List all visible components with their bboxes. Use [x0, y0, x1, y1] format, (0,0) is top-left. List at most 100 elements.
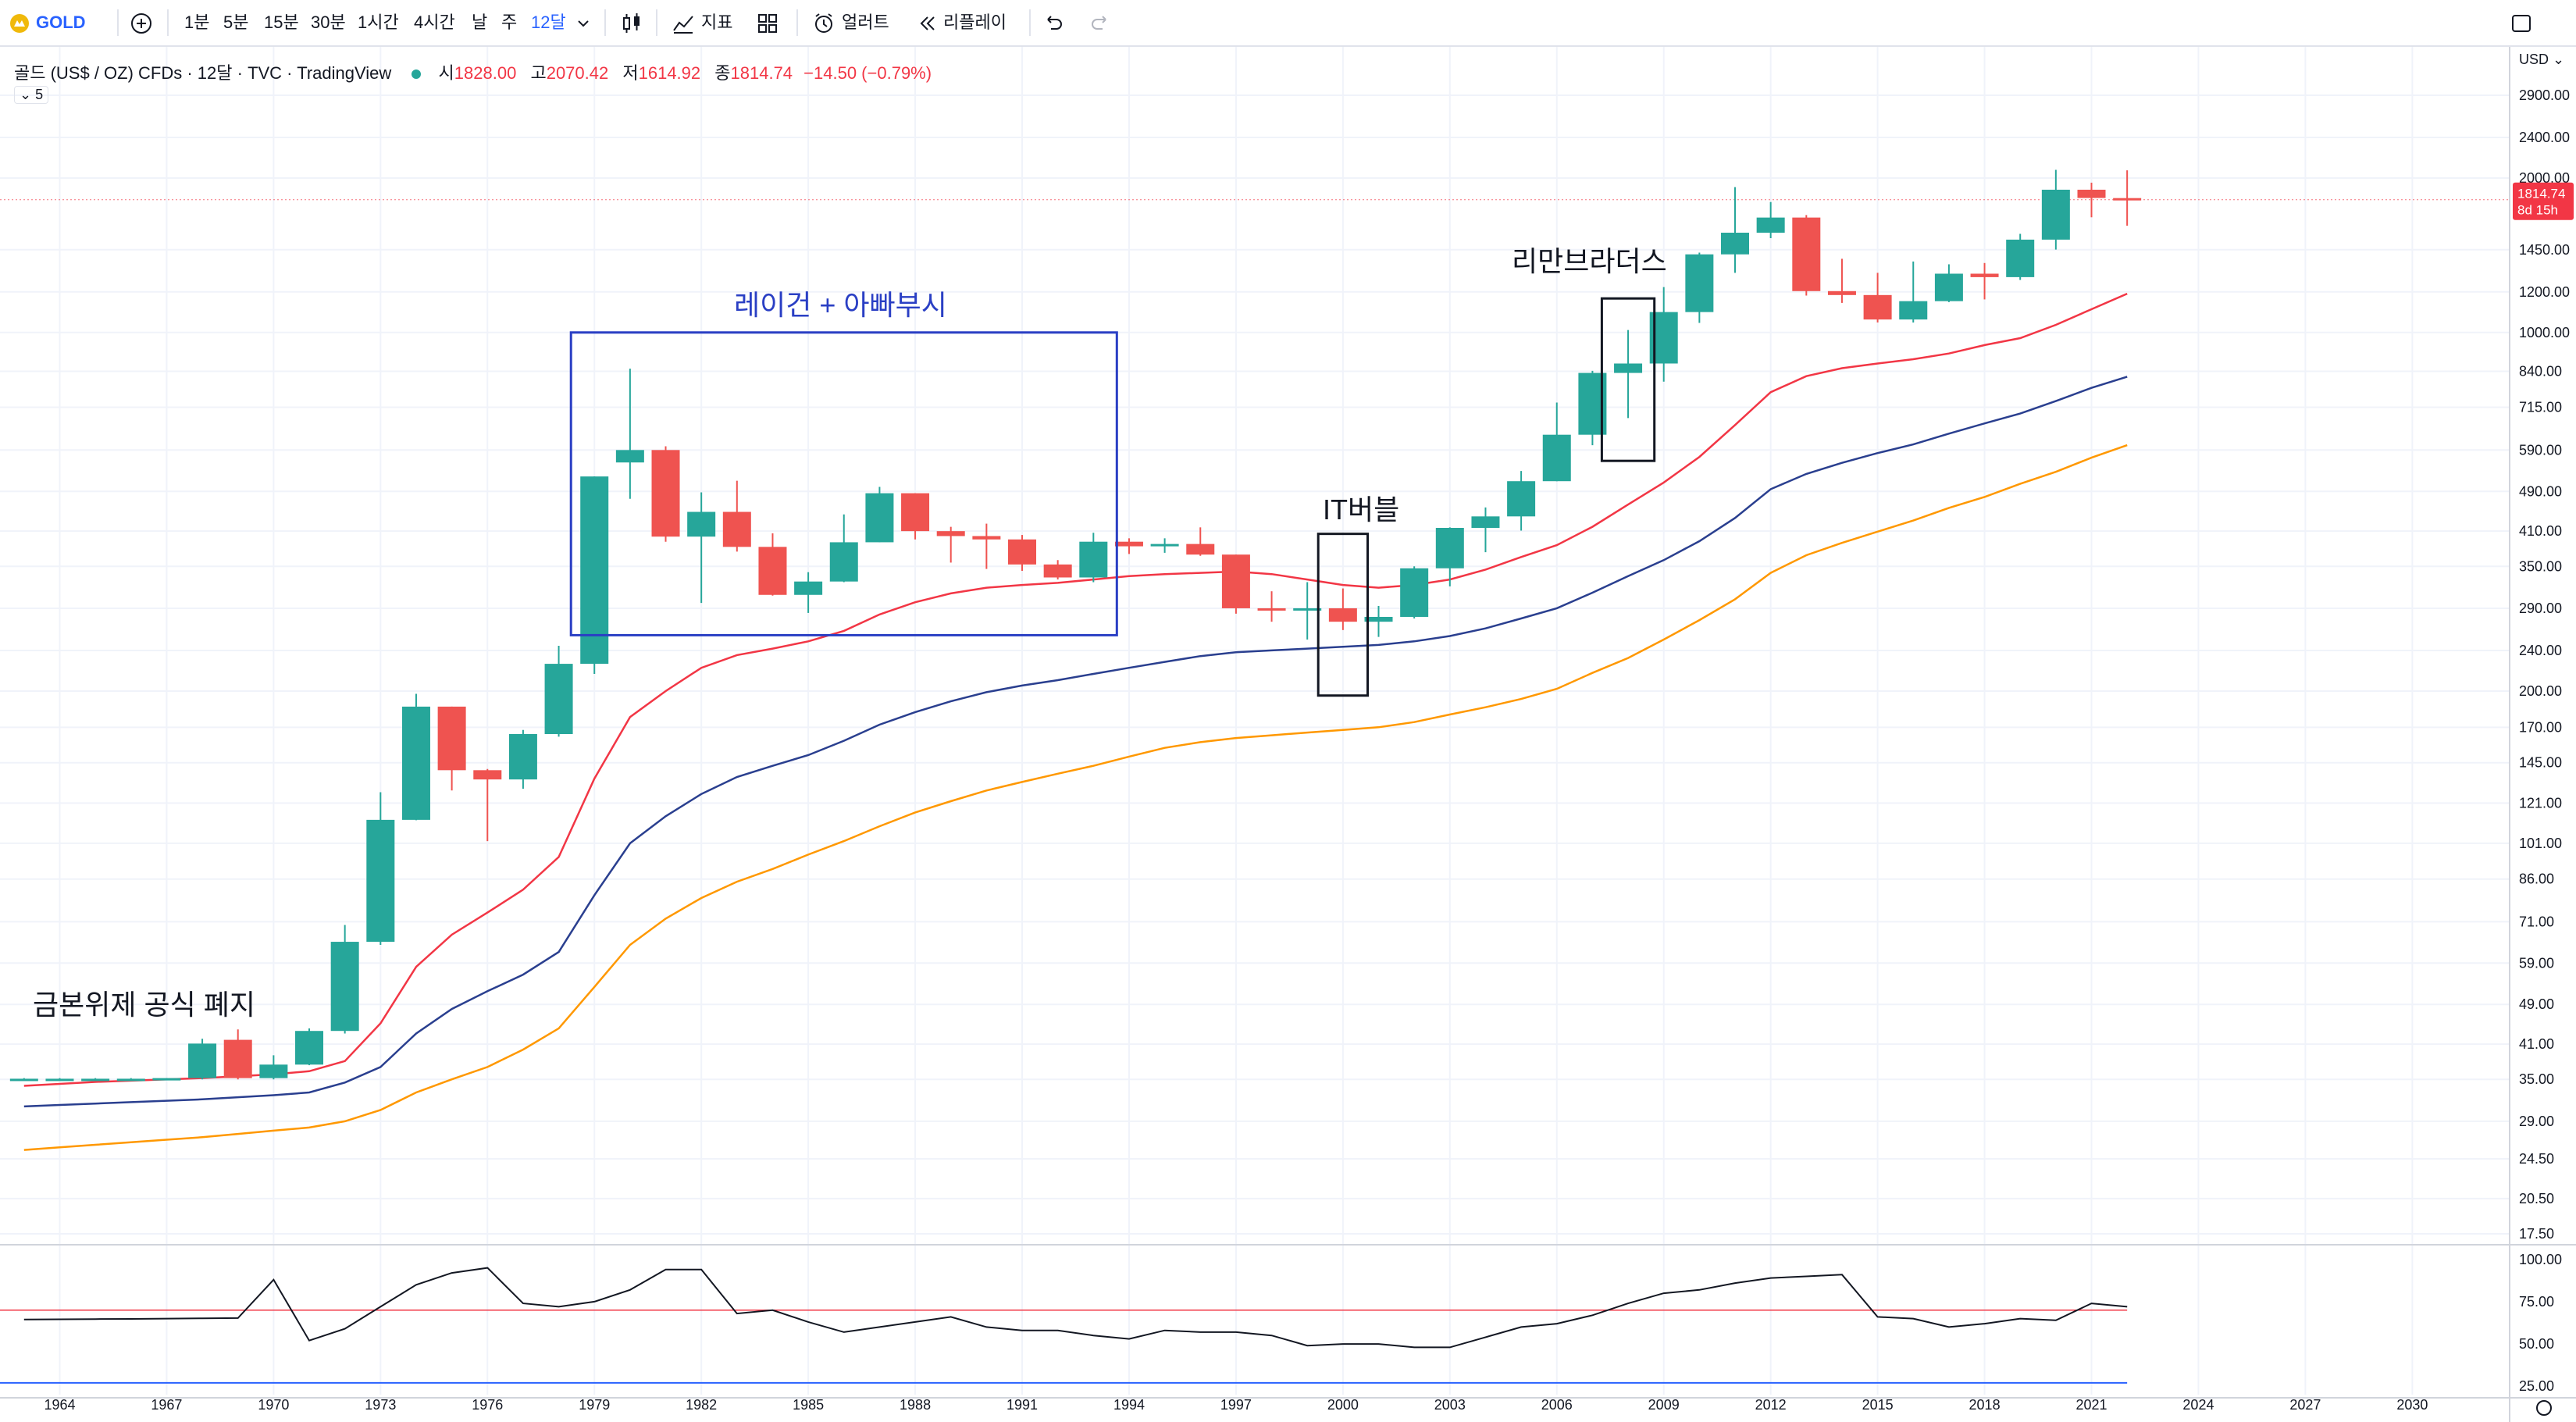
candle[interactable]: [651, 450, 680, 537]
chart-canvas[interactable]: USD ⌄ 2900.00 2400.00 2000.00 1450.00 1200.00…: [0, 47, 2576, 1422]
interval-day[interactable]: 날: [472, 12, 488, 32]
candle[interactable]: [615, 450, 644, 463]
candle[interactable]: [580, 476, 609, 665]
candle[interactable]: [437, 706, 466, 771]
candle[interactable]: [116, 1078, 145, 1082]
replay-button[interactable]: 리플레이: [917, 8, 1007, 37]
indicator-collapse-button[interactable]: ⌄ 5: [14, 86, 49, 104]
candle[interactable]: [972, 536, 1001, 540]
candle[interactable]: [508, 734, 537, 780]
annotation-gold-standard[interactable]: 금본위제 공식 폐지: [33, 989, 255, 1021]
legend-title[interactable]: 골드 (US$ / OZ) CFDs · 12달 · TVC · Trading…: [14, 63, 392, 83]
rsi-line[interactable]: [23, 1267, 2128, 1349]
settings-gear-icon[interactable]: [2536, 1400, 2552, 1416]
candle[interactable]: [366, 819, 395, 943]
candle[interactable]: [2077, 189, 2106, 198]
redo-button[interactable]: [1088, 8, 1112, 37]
candle[interactable]: [1507, 481, 1536, 517]
candle[interactable]: [188, 1043, 217, 1078]
candle[interactable]: [9, 1078, 38, 1082]
moving-average-line-3[interactable]: [23, 444, 2128, 1151]
indicators-button[interactable]: 지표: [672, 8, 732, 37]
candle[interactable]: [81, 1078, 110, 1082]
interval-5m[interactable]: 5분: [223, 12, 249, 32]
interval-30m[interactable]: 30분: [311, 12, 346, 32]
candle[interactable]: [473, 770, 502, 780]
candle[interactable]: [1899, 301, 1928, 320]
candle[interactable]: [295, 1031, 324, 1065]
candle[interactable]: [2006, 239, 2035, 277]
price-tick-label: 24.50: [2519, 1151, 2554, 1167]
candle[interactable]: [1970, 273, 1999, 277]
interval-15m[interactable]: 15분: [264, 12, 299, 32]
candle[interactable]: [1721, 232, 1750, 255]
candle[interactable]: [2113, 198, 2142, 201]
candle[interactable]: [1008, 539, 1037, 565]
candle[interactable]: [829, 542, 858, 582]
fullscreen-button[interactable]: [2510, 8, 2533, 37]
candle[interactable]: [401, 706, 430, 820]
chart-type-button[interactable]: [620, 8, 643, 37]
currency-label: USD ⌄: [2519, 52, 2564, 67]
candle[interactable]: [1293, 608, 1322, 611]
candle[interactable]: [259, 1064, 288, 1078]
undo-button[interactable]: [1042, 8, 1065, 37]
moving-average-line-1[interactable]: [23, 292, 2128, 1087]
candle[interactable]: [152, 1078, 181, 1081]
candle[interactable]: [1043, 564, 1072, 578]
candle[interactable]: [901, 493, 930, 532]
candle[interactable]: [936, 531, 965, 536]
indicators-label: 지표: [701, 12, 733, 32]
candle[interactable]: [1471, 516, 1500, 529]
candle[interactable]: [1863, 294, 1892, 320]
candle[interactable]: [544, 664, 573, 735]
candle[interactable]: [1542, 434, 1571, 482]
add-symbol-button[interactable]: [130, 8, 153, 37]
candle[interactable]: [1186, 543, 1215, 555]
annotation-box-lehman[interactable]: [1600, 297, 1656, 462]
candle[interactable]: [1400, 568, 1429, 617]
layout-button[interactable]: [756, 8, 779, 37]
alert-button[interactable]: 얼러트: [812, 8, 889, 37]
moving-average-line-2[interactable]: [23, 376, 2128, 1108]
candle[interactable]: [223, 1039, 252, 1078]
candle[interactable]: [794, 581, 823, 595]
candle[interactable]: [1685, 254, 1714, 312]
interval-1m[interactable]: 1분: [184, 12, 210, 32]
chart-pane[interactable]: USD ⌄ 2900.00 2400.00 2000.00 1450.00 1200.00…: [0, 47, 2576, 1422]
candle[interactable]: [1364, 616, 1393, 622]
candle[interactable]: [1614, 363, 1643, 373]
candle[interactable]: [865, 493, 894, 543]
interval-1h[interactable]: 1시간: [358, 12, 399, 32]
candle[interactable]: [1756, 217, 1785, 233]
interval-4h[interactable]: 4시간: [414, 12, 455, 32]
candle[interactable]: [687, 511, 716, 537]
symbol-search-button[interactable]: GOLD: [9, 8, 86, 37]
interval-dropdown-button[interactable]: [576, 8, 590, 37]
candle[interactable]: [330, 942, 359, 1032]
candle[interactable]: [1328, 608, 1357, 622]
candle[interactable]: [758, 547, 787, 595]
candle[interactable]: [1827, 290, 1856, 295]
candle[interactable]: [1257, 608, 1286, 611]
candle[interactable]: [45, 1078, 74, 1082]
annotation-box-it-bubble[interactable]: [1317, 533, 1370, 697]
candle[interactable]: [722, 511, 751, 547]
candle[interactable]: [1221, 554, 1250, 608]
annotation-lehman[interactable]: 리만브라더스: [1512, 245, 1667, 277]
price-tick-label: 590.00: [2519, 442, 2562, 458]
candle[interactable]: [2041, 189, 2070, 240]
interval-12m[interactable]: 12달: [531, 12, 566, 32]
annotation-box-reagan[interactable]: [569, 331, 1118, 636]
alert-label: 얼러트: [842, 12, 889, 32]
candle[interactable]: [1792, 217, 1821, 291]
candle[interactable]: [1150, 543, 1179, 547]
interval-week[interactable]: 주: [501, 12, 518, 32]
candle[interactable]: [1114, 541, 1143, 547]
candle[interactable]: [1435, 528, 1464, 568]
last-price-badge: [2513, 182, 2574, 220]
annotation-it-bubble[interactable]: IT버블: [1323, 494, 1400, 526]
candle[interactable]: [1934, 273, 1963, 301]
annotation-reagan[interactable]: 레이건 + 아빠부시: [734, 289, 947, 321]
candle[interactable]: [1079, 541, 1108, 578]
